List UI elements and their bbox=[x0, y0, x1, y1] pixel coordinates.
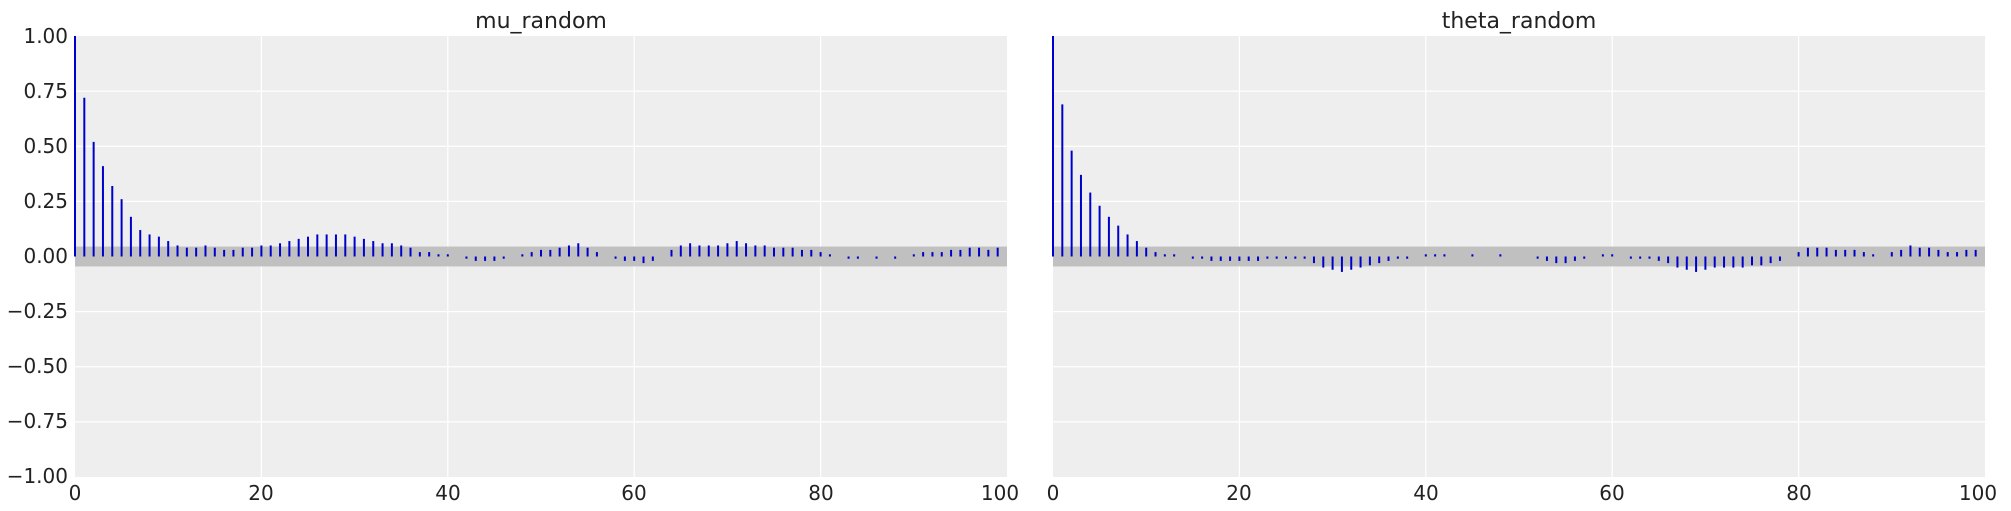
y-tick-label: −1.00 bbox=[7, 464, 68, 488]
y-tick-label: 0.25 bbox=[23, 189, 68, 213]
chart-title: theta_random bbox=[1442, 9, 1597, 34]
acf-panel-theta-random: theta_random 0 20 40 60 80 100 bbox=[1047, 9, 1997, 505]
x-tick-label: 40 bbox=[435, 481, 460, 505]
y-tick-label: 0.50 bbox=[23, 134, 68, 158]
y-tick-label: 1.00 bbox=[23, 24, 68, 48]
acf-bars bbox=[74, 36, 999, 264]
y-tick-label: 0.00 bbox=[23, 244, 68, 268]
acf-panel-mu-random: mu_random 1.00 0.75 0.50 0.25 0.00 −0.25… bbox=[7, 9, 1019, 505]
x-tick-label: 40 bbox=[1413, 481, 1438, 505]
x-tick-label: 20 bbox=[1226, 481, 1251, 505]
x-tick-label: 20 bbox=[248, 481, 273, 505]
x-tick-label: 80 bbox=[1786, 481, 1811, 505]
acf-bars bbox=[1052, 36, 1977, 272]
x-tick-label: 0 bbox=[69, 481, 82, 505]
x-tick-label: 0 bbox=[1047, 481, 1060, 505]
y-tick-label: −0.25 bbox=[7, 299, 68, 323]
x-tick-label: 80 bbox=[808, 481, 833, 505]
y-tick-label: −0.75 bbox=[7, 409, 68, 433]
x-tick-label: 60 bbox=[621, 481, 646, 505]
x-tick-label: 60 bbox=[1599, 481, 1624, 505]
x-tick-label: 100 bbox=[981, 481, 1019, 505]
x-tick-label: 100 bbox=[1959, 481, 1997, 505]
y-tick-label: 0.75 bbox=[23, 79, 68, 103]
chart-title: mu_random bbox=[475, 9, 607, 34]
y-tick-label: −0.50 bbox=[7, 354, 68, 378]
